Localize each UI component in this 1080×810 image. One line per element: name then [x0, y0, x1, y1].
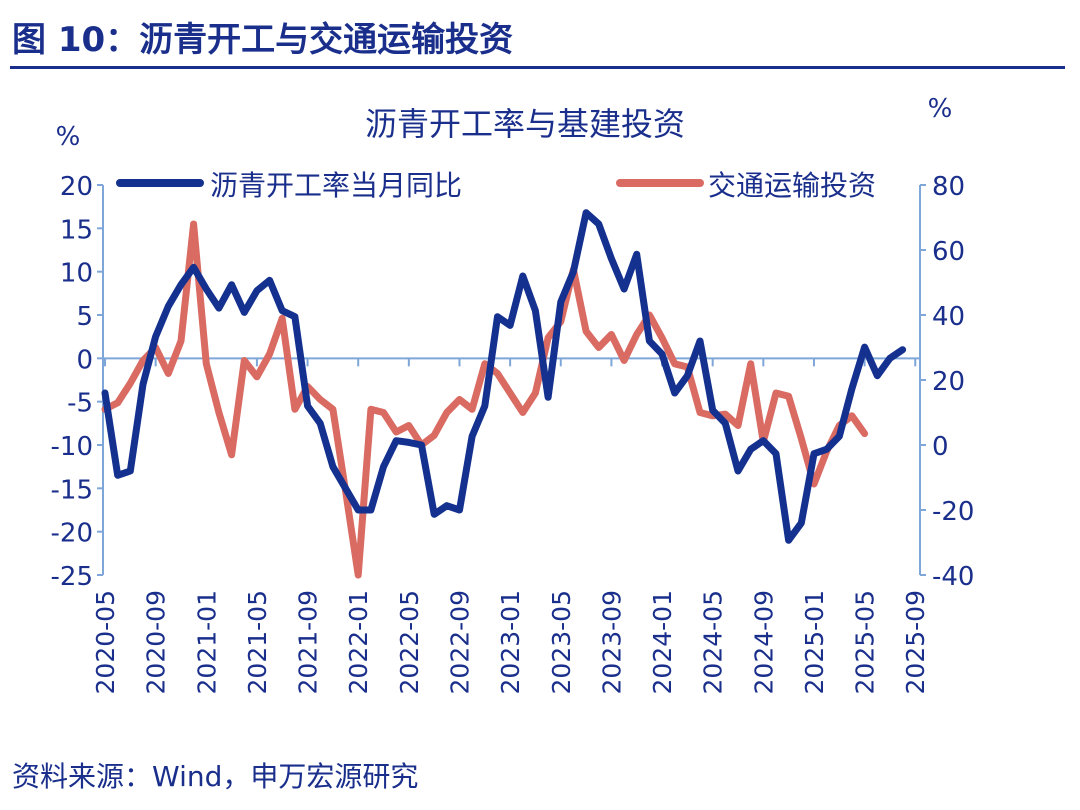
right-tick-label: -40 — [932, 562, 974, 592]
x-tick-label: 2025-09 — [901, 590, 930, 694]
legend-label-asphalt: 沥青开工率当月同比 — [210, 169, 462, 202]
x-tick-label: 2022-01 — [344, 590, 373, 694]
title-divider — [10, 66, 1065, 69]
chart: 沥青开工率与基建投资 % % 沥青开工率当月同比 交通运输投资 20 15 10 5 0… — [51, 94, 975, 694]
left-tick-label: -15 — [51, 475, 93, 505]
x-tick-label: 2025-01 — [800, 590, 829, 694]
x-tick-label: 2022-09 — [445, 590, 474, 694]
x-tick-label: 2025-05 — [851, 590, 880, 694]
left-tick-label: 15 — [60, 215, 93, 245]
x-tick-label: 2020-09 — [142, 590, 171, 694]
left-tick-label: 20 — [60, 172, 93, 202]
left-tick-label: -10 — [51, 432, 93, 462]
right-tick-label: 20 — [932, 367, 965, 397]
chart-title: 沥青开工率与基建投资 — [365, 105, 685, 143]
right-tick-label: -20 — [932, 497, 974, 527]
series-line-transport — [101, 220, 869, 579]
left-tick-label: 0 — [76, 345, 93, 375]
series-line-asphalt — [101, 209, 907, 544]
x-tick-label: 2021-05 — [243, 590, 272, 694]
source-note: 资料来源：Wind，申万宏源研究 — [12, 760, 419, 793]
x-tick-label: 2023-01 — [496, 590, 525, 694]
x-tick-label: 2024-05 — [699, 590, 728, 694]
left-tick-label: -20 — [51, 519, 93, 549]
x-tick-label: 2023-05 — [547, 590, 576, 694]
right-axis-unit: % — [928, 94, 953, 124]
x-tick-label: 2022-05 — [395, 590, 424, 694]
left-tick-label: 5 — [76, 302, 93, 332]
x-tick-label: 2024-01 — [648, 590, 677, 694]
right-tick-label: 40 — [932, 302, 965, 332]
legend: 沥青开工率当月同比 交通运输投资 — [116, 169, 876, 202]
left-tick-label: 10 — [60, 259, 93, 289]
x-tick-label: 2024-09 — [749, 590, 778, 694]
right-tick-label: 60 — [932, 237, 965, 267]
figure-title: 图 10：沥青开工与交通运输投资 — [12, 20, 514, 60]
x-tick-label: 2021-09 — [294, 590, 323, 694]
left-tick-label: -5 — [67, 389, 93, 419]
x-tick-label: 2020-05 — [91, 590, 120, 694]
right-tick-label: 0 — [932, 432, 949, 462]
left-axis-unit: % — [56, 122, 81, 152]
legend-label-transport: 交通运输投资 — [708, 169, 876, 202]
x-tick-label: 2021-01 — [192, 590, 221, 694]
left-tick-label: -25 — [51, 562, 93, 592]
x-tick-label: 2023-09 — [597, 590, 626, 694]
right-tick-label: 80 — [932, 172, 965, 202]
